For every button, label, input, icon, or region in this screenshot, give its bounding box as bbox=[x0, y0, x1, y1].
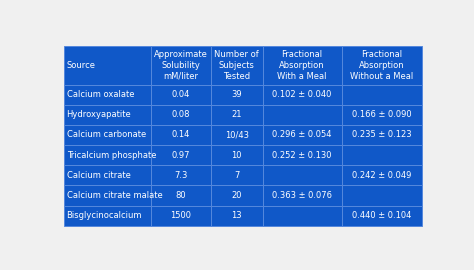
Bar bbox=[263, 145, 342, 165]
Text: Number of
Subjects
Tested: Number of Subjects Tested bbox=[214, 50, 259, 81]
Text: 0.440 ± 0.104: 0.440 ± 0.104 bbox=[352, 211, 411, 220]
Text: 0.166 ± 0.090: 0.166 ± 0.090 bbox=[352, 110, 412, 119]
Text: 39: 39 bbox=[231, 90, 242, 99]
Text: 1500: 1500 bbox=[171, 211, 191, 220]
Bar bbox=[210, 85, 263, 105]
Text: 0.14: 0.14 bbox=[172, 130, 190, 140]
Text: 10/43: 10/43 bbox=[225, 130, 249, 140]
Text: Approximate
Solubility
mM/liter: Approximate Solubility mM/liter bbox=[154, 50, 208, 81]
Bar bbox=[263, 105, 342, 125]
Bar bbox=[152, 165, 210, 185]
Text: Calcium oxalate: Calcium oxalate bbox=[66, 90, 134, 99]
Text: 7: 7 bbox=[234, 171, 239, 180]
Text: 13: 13 bbox=[231, 211, 242, 220]
Text: Fractional
Absorption
With a Meal: Fractional Absorption With a Meal bbox=[277, 50, 327, 81]
Bar bbox=[263, 85, 342, 105]
Bar bbox=[263, 205, 342, 226]
Bar bbox=[210, 165, 263, 185]
Bar bbox=[152, 46, 210, 85]
Bar bbox=[64, 145, 152, 165]
Text: 0.08: 0.08 bbox=[172, 110, 191, 119]
Bar bbox=[210, 185, 263, 205]
Bar bbox=[210, 205, 263, 226]
Text: 80: 80 bbox=[176, 191, 186, 200]
Text: 0.97: 0.97 bbox=[172, 151, 191, 160]
Text: 20: 20 bbox=[231, 191, 242, 200]
Text: 0.235 ± 0.123: 0.235 ± 0.123 bbox=[352, 130, 412, 140]
Text: 21: 21 bbox=[231, 110, 242, 119]
Bar bbox=[64, 105, 152, 125]
Bar bbox=[263, 46, 342, 85]
Text: 7.3: 7.3 bbox=[174, 171, 188, 180]
Text: Fractional
Absorption
Without a Meal: Fractional Absorption Without a Meal bbox=[350, 50, 413, 81]
Bar bbox=[263, 125, 342, 145]
Bar bbox=[64, 185, 152, 205]
Bar bbox=[152, 185, 210, 205]
Text: 0.04: 0.04 bbox=[172, 90, 190, 99]
Bar bbox=[64, 125, 152, 145]
Text: 10: 10 bbox=[231, 151, 242, 160]
Bar bbox=[64, 85, 152, 105]
Bar bbox=[210, 105, 263, 125]
Text: Calcium citrate: Calcium citrate bbox=[66, 171, 130, 180]
Bar bbox=[342, 165, 422, 185]
Bar bbox=[263, 165, 342, 185]
Bar bbox=[152, 125, 210, 145]
Bar bbox=[152, 205, 210, 226]
Bar bbox=[263, 185, 342, 205]
Text: 0.102 ± 0.040: 0.102 ± 0.040 bbox=[273, 90, 332, 99]
Text: 0.252 ± 0.130: 0.252 ± 0.130 bbox=[273, 151, 332, 160]
Text: Source: Source bbox=[66, 61, 96, 70]
Bar bbox=[210, 145, 263, 165]
Bar bbox=[342, 105, 422, 125]
Text: Tricalcium phosphate: Tricalcium phosphate bbox=[66, 151, 156, 160]
Bar bbox=[210, 46, 263, 85]
Bar bbox=[64, 46, 152, 85]
Text: Calcium citrate malate: Calcium citrate malate bbox=[66, 191, 163, 200]
Text: Calcium carbonate: Calcium carbonate bbox=[66, 130, 146, 140]
Bar bbox=[210, 125, 263, 145]
Bar bbox=[152, 145, 210, 165]
Text: 0.242 ± 0.049: 0.242 ± 0.049 bbox=[352, 171, 411, 180]
Text: 0.363 ± 0.076: 0.363 ± 0.076 bbox=[272, 191, 332, 200]
Bar bbox=[342, 145, 422, 165]
Bar bbox=[64, 205, 152, 226]
Bar bbox=[342, 205, 422, 226]
Bar bbox=[152, 105, 210, 125]
Text: Hydroxyapatite: Hydroxyapatite bbox=[66, 110, 131, 119]
Bar bbox=[342, 85, 422, 105]
Bar bbox=[342, 46, 422, 85]
Bar bbox=[342, 125, 422, 145]
Text: Bisglycinocalcium: Bisglycinocalcium bbox=[66, 211, 142, 220]
Bar bbox=[152, 85, 210, 105]
Bar bbox=[342, 185, 422, 205]
Text: 0.296 ± 0.054: 0.296 ± 0.054 bbox=[273, 130, 332, 140]
Bar bbox=[64, 165, 152, 185]
